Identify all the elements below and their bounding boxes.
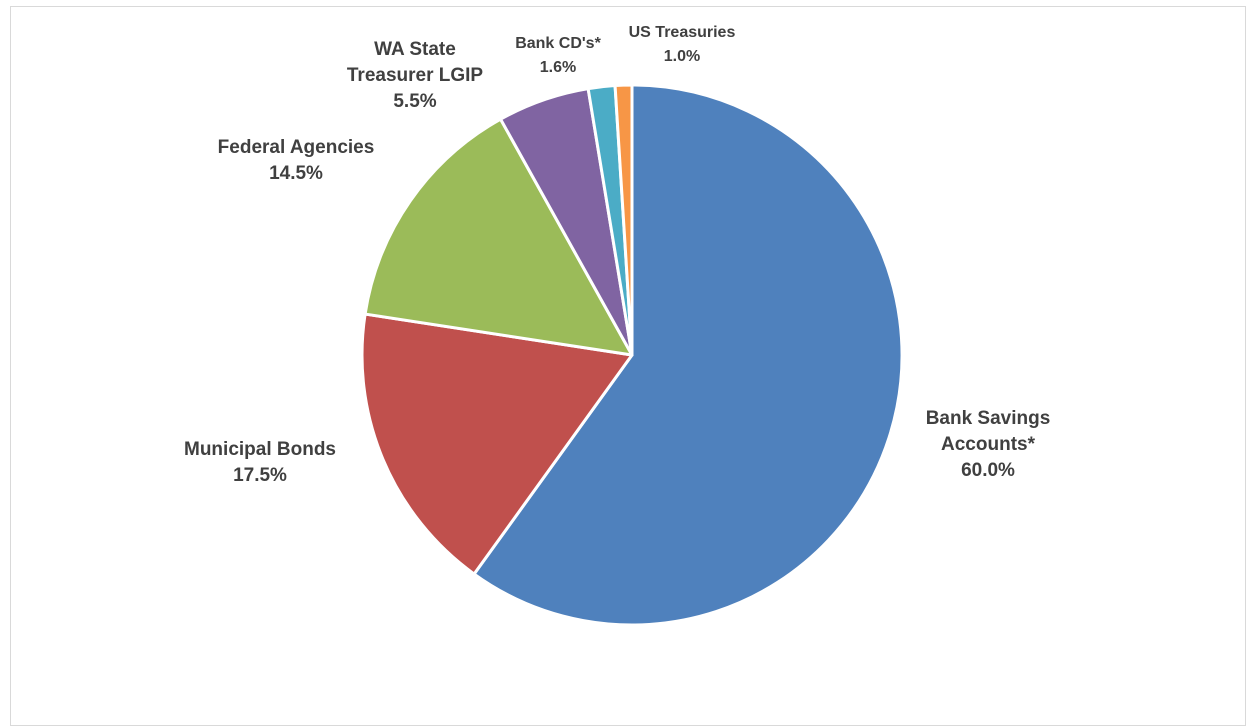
slice-label-line: US Treasuries (629, 24, 736, 41)
slice-label-line: Bank Savings (926, 408, 1051, 429)
pie-slice-municipal-bonds (360, 312, 634, 576)
pie-slice-bank-savings-accounts (472, 83, 904, 627)
slice-value-text: 1.0% (664, 48, 700, 65)
slice-label-line: Accounts* (941, 434, 1036, 455)
pie-labels: Bank Savings Accounts* 60.0% Municipal Bond… (184, 24, 1050, 486)
slice-label-federal-agencies: Federal Agencies 14.5% (218, 137, 375, 184)
pie-chart: Bank Savings Accounts* 60.0% Municipal Bond… (184, 24, 1050, 627)
slice-label-bank-cd-s: Bank CD's* 1.6% (515, 35, 601, 76)
slice-value-text: 5.5% (393, 91, 436, 112)
slice-label-line: Treasurer LGIP (347, 65, 484, 86)
slice-value-text: 14.5% (269, 163, 323, 184)
slice-label-line: Municipal Bonds (184, 439, 336, 460)
slice-label-line: Bank CD's* (515, 35, 601, 52)
slice-label-line: WA State (374, 39, 456, 60)
slice-label-line: Federal Agencies (218, 137, 375, 158)
slice-value-text: 17.5% (233, 465, 287, 486)
slice-label-wa-state-treasurer-lgip: WA State Treasurer LGIP 5.5% (347, 39, 484, 112)
pie-slice-us-treasuries (613, 83, 634, 357)
slice-value-text: 60.0% (961, 460, 1015, 481)
slice-label-us-treasuries: US Treasuries 1.0% (629, 24, 736, 65)
slice-label-municipal-bonds: Municipal Bonds 17.5% (184, 439, 336, 486)
slice-label-bank-savings-accounts: Bank Savings Accounts* 60.0% (926, 408, 1051, 481)
pie-slice-federal-agencies (363, 117, 634, 357)
slice-value-text: 1.6% (540, 59, 576, 76)
pie-slices (360, 83, 904, 627)
